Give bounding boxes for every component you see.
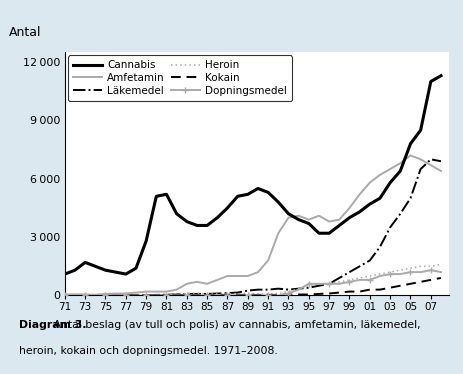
Text: heroin, kokain och dopningsmedel. 1971–2008.: heroin, kokain och dopningsmedel. 1971–2…: [19, 346, 277, 356]
Text: Antal beslag (av tull och polis) av cannabis, amfetamin, läkemedel,: Antal beslag (av tull och polis) av cann…: [50, 320, 421, 330]
Text: Diagram 3.: Diagram 3.: [19, 320, 86, 330]
Text: Antal: Antal: [9, 26, 42, 39]
Legend: Cannabis, Amfetamin, Läkemedel, Heroin, Kokain, Dopningsmedel: Cannabis, Amfetamin, Läkemedel, Heroin, …: [68, 55, 292, 101]
